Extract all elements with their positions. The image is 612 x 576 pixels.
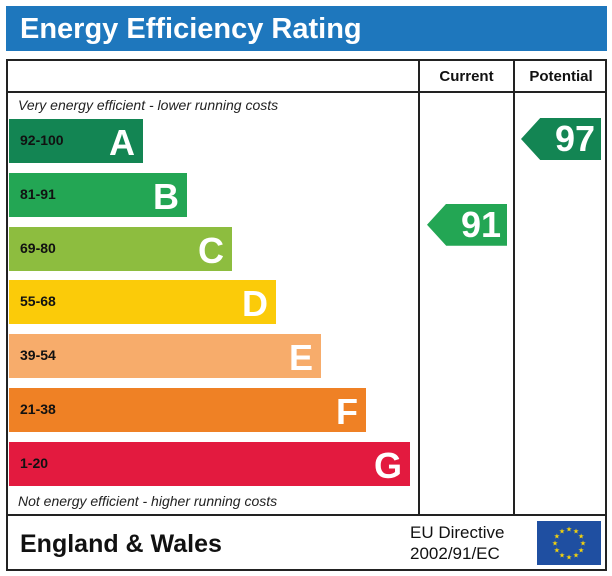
eu-star-icon: ★: [580, 540, 586, 548]
directive-line-1: EU Directive: [410, 523, 505, 542]
current-rating-arrow: 91: [427, 203, 507, 246]
header-divider: [6, 91, 607, 93]
band-letter: C: [198, 229, 224, 271]
eu-star-icon: ★: [578, 547, 584, 555]
eu-flag-icon: ★ ★★★★★★★★★★★: [537, 521, 601, 565]
eu-star-icon: ★: [573, 527, 579, 535]
band-range-label: 39-54: [20, 347, 56, 364]
chart-title: Energy Efficiency Rating: [20, 13, 362, 45]
region-label: England & Wales: [20, 530, 222, 558]
rating-frame: [6, 59, 607, 571]
eu-star-icon: ★: [554, 533, 560, 541]
current-rating-value: 91: [460, 203, 501, 245]
band-b: 81-91 B: [9, 172, 187, 217]
band-range-label: 92-100: [20, 132, 64, 148]
eu-star-icon: ★: [559, 552, 565, 560]
band-g: 1-20 G: [9, 441, 410, 486]
eu-star-icon: ★: [573, 552, 579, 560]
eu-directive: EU Directive 2002/91/EC: [410, 522, 504, 564]
band-a: 92-100 A: [9, 119, 143, 163]
band-letter: B: [153, 175, 179, 217]
band-f: 21-38 F: [9, 388, 366, 432]
potential-rating-value: 97: [554, 118, 595, 159]
title-bar: Energy Efficiency Rating: [6, 6, 607, 51]
band-letter: E: [288, 337, 313, 379]
band-range-label: 21-38: [20, 401, 56, 417]
band-letter: F: [336, 391, 358, 432]
eu-star-icon: ★: [566, 526, 572, 534]
band-range-label: 1-20: [20, 454, 49, 471]
eu-star-icon: ★: [559, 527, 565, 535]
band-letter: D: [242, 283, 268, 325]
band-e: 39-54 E: [9, 334, 321, 379]
band-range-label: 69-80: [20, 239, 56, 256]
eu-star-icon: ★: [554, 547, 560, 555]
potential-column-header: Potential: [529, 68, 593, 85]
directive-line-2: 2002/91/EC: [410, 544, 500, 563]
band-d: 55-68 D: [9, 280, 276, 325]
footer-divider: [6, 514, 607, 516]
band-range-label: 81-91: [20, 185, 56, 202]
band-range-label: 55-68: [20, 293, 56, 310]
eu-star-icon: ★: [566, 554, 572, 562]
note-inefficient: Not energy efficient - higher running co…: [18, 493, 278, 509]
divider-current: [418, 59, 420, 516]
note-efficient: Very energy efficient - lower running co…: [18, 97, 279, 113]
band-c: 69-80 C: [9, 226, 232, 271]
potential-rating-arrow: 97: [521, 118, 601, 160]
eu-star-icon: ★: [578, 533, 584, 541]
band-letter: G: [373, 444, 402, 486]
eu-star-icon: ★: [552, 540, 558, 548]
divider-potential: [513, 59, 515, 516]
band-letter: A: [109, 122, 135, 163]
current-column-header: Current: [439, 68, 494, 85]
